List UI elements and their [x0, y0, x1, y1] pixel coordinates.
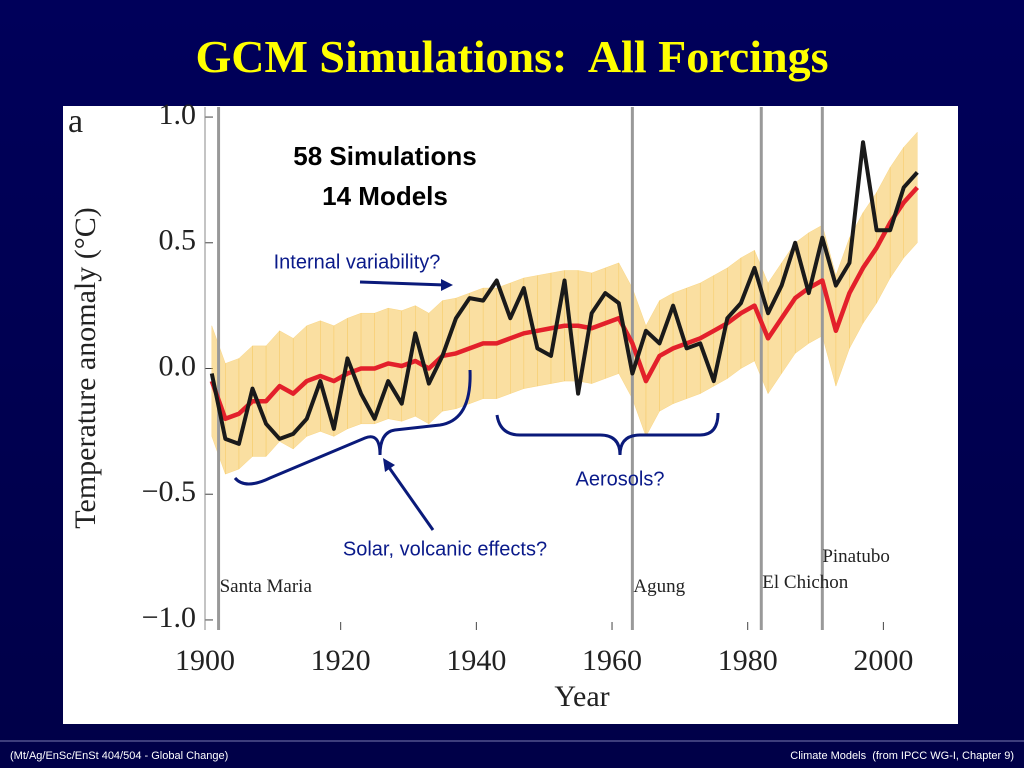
annotation: Solar, volcanic effects? — [343, 538, 547, 560]
volcano-label: Pinatubo — [822, 546, 890, 567]
annotation: 14 Models — [322, 181, 448, 211]
arrow — [359, 280, 446, 287]
y-axis-label: Temperature anomaly (°C) — [69, 207, 102, 528]
y-tick-label: 0.0 — [159, 349, 197, 382]
annotation: Aerosols? — [576, 468, 665, 490]
x-axis-label: Year — [554, 680, 609, 713]
brace — [495, 412, 720, 456]
x-tick-label: 1900 — [175, 644, 235, 677]
panel-label: a — [68, 103, 83, 140]
x-tick-label: 1960 — [582, 644, 642, 677]
slide-title: GCM Simulations: All Forcings — [196, 31, 829, 82]
arrowhead — [383, 458, 395, 472]
x-tick-label: 1920 — [311, 644, 371, 677]
x-tick-label: 2000 — [853, 644, 913, 677]
annotation: Internal variability? — [274, 251, 441, 273]
x-tick-label: 1940 — [446, 644, 506, 677]
series-line — [209, 140, 919, 446]
y-tick-label: −1.0 — [142, 601, 196, 634]
y-tick-label: 0.5 — [159, 224, 197, 257]
y-tick-label: −0.5 — [142, 475, 196, 508]
volcano-label: El Chichon — [762, 572, 849, 593]
y-tick-label: 1.0 — [159, 98, 197, 131]
x-tick-label: 1980 — [718, 644, 778, 677]
annotation: 58 Simulations — [293, 141, 477, 171]
arrow — [386, 465, 435, 531]
plot: a Year Temperature anomaly (°C) −1.0 −0.5 0.0… — [68, 98, 919, 713]
volcano-label: Santa Maria — [220, 576, 313, 597]
arrowhead — [441, 279, 453, 291]
series-line — [209, 185, 919, 422]
footer-left: (Mt/Ag/EnSc/EnSt 404/504 - Global Change… — [10, 750, 228, 762]
brace — [233, 369, 472, 486]
volcano-label: Agung — [633, 576, 685, 597]
footer-right: Climate Models (from IPCC WG-I, Chapter … — [790, 750, 1014, 762]
